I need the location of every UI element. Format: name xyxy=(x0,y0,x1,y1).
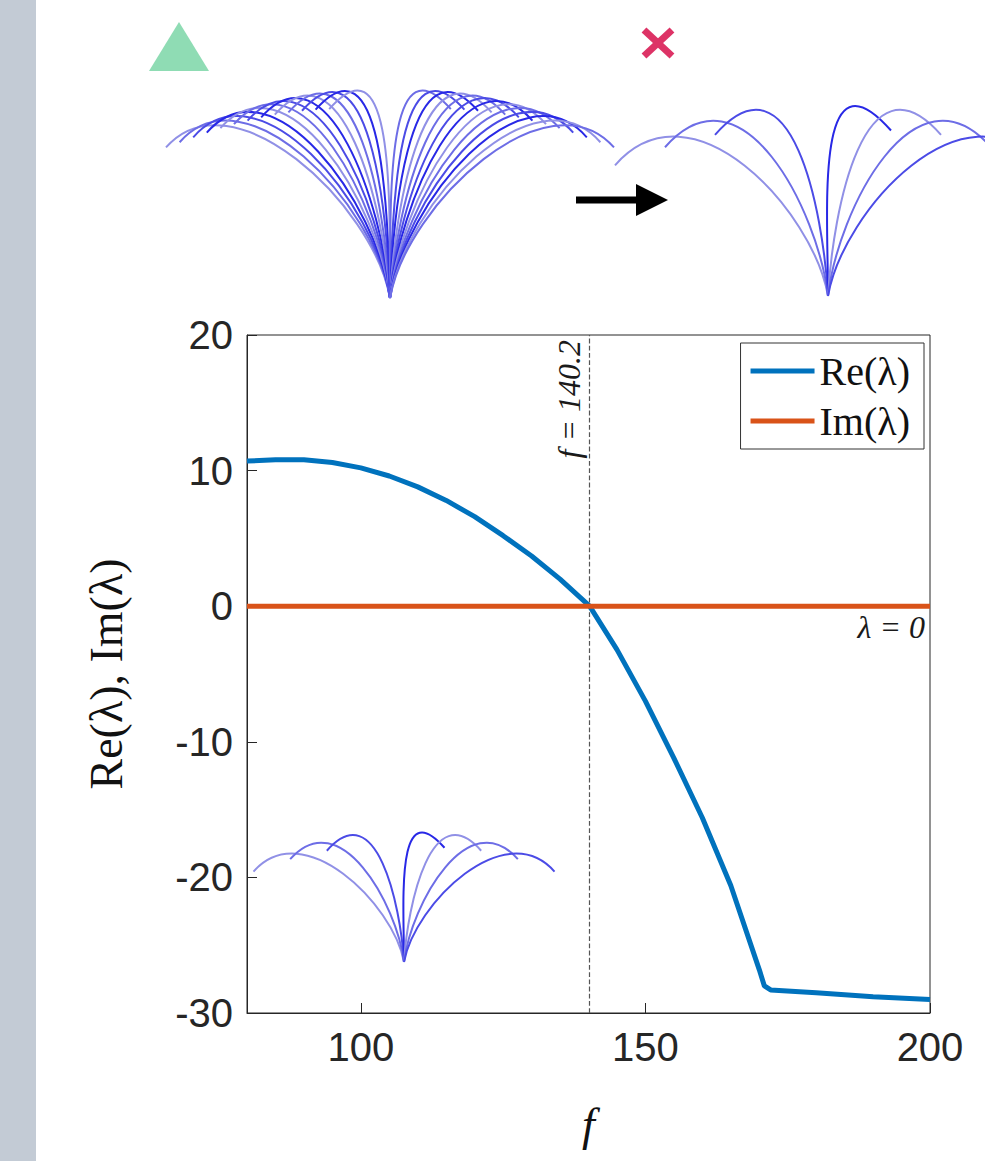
svg-text:Re(λ): Re(λ) xyxy=(820,349,910,394)
svg-text:200: 200 xyxy=(897,1025,964,1069)
svg-text:f = 140.2: f = 140.2 xyxy=(551,340,587,458)
svg-text:0: 0 xyxy=(211,584,233,628)
svg-text:150: 150 xyxy=(612,1025,679,1069)
svg-text:-20: -20 xyxy=(175,855,233,899)
svg-text:λ = 0: λ = 0 xyxy=(857,609,925,645)
svg-text:Im(λ): Im(λ) xyxy=(820,399,910,444)
svg-text:f: f xyxy=(582,1099,601,1150)
svg-text:-10: -10 xyxy=(175,720,233,764)
svg-text:Re(λ), Im(λ): Re(λ), Im(λ) xyxy=(81,558,132,789)
svg-text:100: 100 xyxy=(327,1025,394,1069)
svg-text:10: 10 xyxy=(189,449,234,493)
svg-text:-30: -30 xyxy=(175,991,233,1035)
svg-text:20: 20 xyxy=(189,313,234,357)
